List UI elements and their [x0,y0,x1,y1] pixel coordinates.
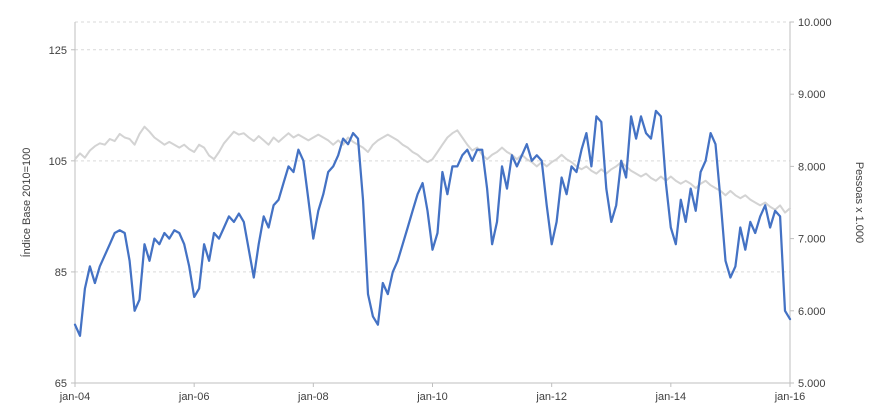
left-tick-label: 125 [49,45,67,57]
x-tick-label: jan-10 [416,391,448,403]
left-axis-title: Índice Base 2010=100 [20,148,33,258]
x-tick-label: jan-14 [655,391,687,403]
series-line-indice [73,109,792,337]
x-tick-label: jan-12 [535,391,567,403]
x-tick-label: jan-04 [59,391,91,403]
right-axis-title: Pessoas x 1.000 [853,162,865,243]
right-tick-label: 8.000 [798,161,826,173]
series-line-pessoas [74,125,791,214]
right-tick-label: 5.000 [798,378,826,390]
right-tick-label: 6.000 [798,306,826,318]
right-tick-label: 7.000 [798,234,826,246]
right-tick-label: 9.000 [798,89,826,101]
right-tick-label: 10.000 [798,17,832,29]
left-tick-label: 65 [55,378,67,390]
x-tick-label: jan-16 [774,391,806,403]
x-tick-label: jan-08 [297,391,329,403]
left-tick-label: 85 [55,267,67,279]
left-tick-label: 105 [49,156,67,168]
x-tick-label: jan-06 [178,391,210,403]
